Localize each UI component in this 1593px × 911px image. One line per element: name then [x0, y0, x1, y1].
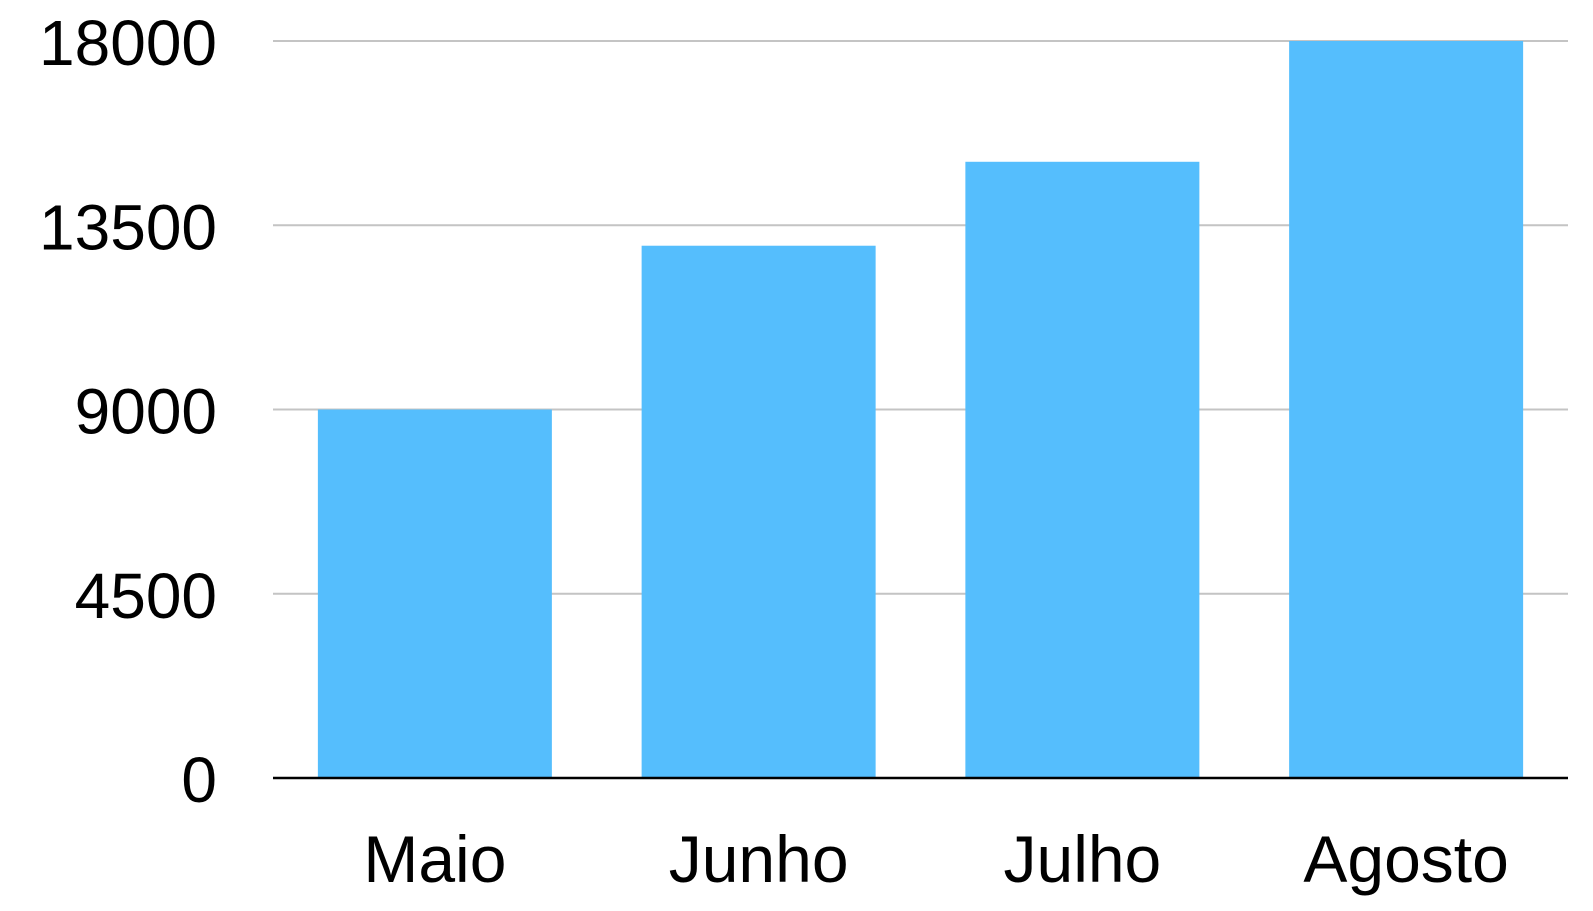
bar-agosto — [1289, 41, 1524, 778]
bars — [317, 41, 1524, 778]
bar-maio — [317, 409, 552, 778]
x-tick-label: Agosto — [1303, 822, 1508, 896]
x-axis-category-labels: Maio Junho Julho Agosto — [363, 822, 1509, 896]
y-tick-label: 13500 — [39, 191, 217, 263]
x-tick-label: Julho — [1003, 822, 1161, 896]
x-tick-label: Junho — [669, 822, 849, 896]
x-tick-label: Maio — [363, 822, 506, 896]
bar-julho — [965, 161, 1200, 778]
y-tick-label: 18000 — [39, 7, 217, 79]
y-axis-tick-labels: 0 4500 9000 13500 18000 — [39, 7, 217, 816]
bar-junho — [641, 245, 876, 778]
y-tick-label: 4500 — [75, 560, 217, 632]
y-tick-label: 0 — [181, 744, 217, 816]
y-tick-label: 9000 — [75, 376, 217, 448]
